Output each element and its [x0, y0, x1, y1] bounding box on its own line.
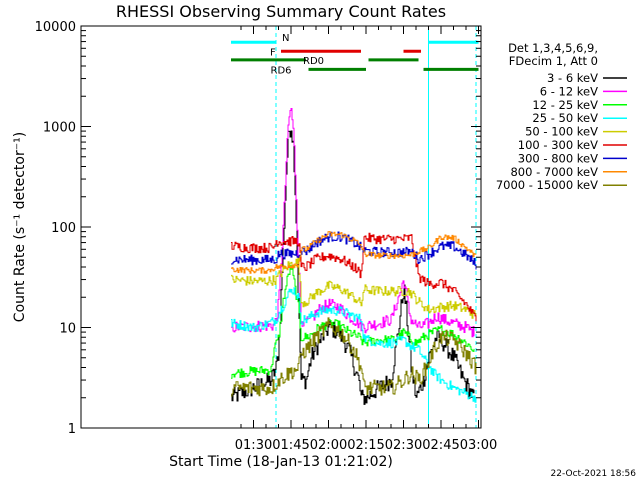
- legend-header: FDecim 1, Att 0: [509, 54, 598, 68]
- x-tick-label: 02:15: [347, 438, 384, 453]
- legend-label: 6 - 12 keV: [540, 84, 598, 98]
- series-line-6: [231, 231, 477, 270]
- y-tick-label: 1: [68, 422, 76, 437]
- legend-label: 12 - 25 keV: [532, 98, 598, 112]
- chart-title: RHESSI Observing Summary Count Rates: [116, 2, 446, 21]
- flag-label-rd6: RD6: [271, 65, 292, 76]
- series-line-3: [231, 287, 477, 403]
- y-axis-label: Count Rate (s⁻¹ detector⁻¹): [12, 132, 28, 322]
- series-line-1: [231, 108, 475, 338]
- date-stamp: 22-Oct-2021 18:56: [551, 469, 637, 479]
- legend-label: 800 - 7000 keV: [510, 165, 598, 179]
- series-line-7: [231, 231, 477, 274]
- y-tick-label: 10000: [35, 20, 76, 35]
- legend-label: 7000 - 15000 keV: [496, 178, 598, 192]
- legend-label: 3 - 6 keV: [547, 71, 598, 85]
- plot-frame: [80, 25, 482, 429]
- x-tick-label: 01:30: [235, 438, 272, 453]
- legend: Det 1,3,4,5,6,9,FDecim 1, Att 0 3 - 6 keV…: [496, 41, 627, 192]
- flag-label-f: F: [270, 47, 276, 58]
- x-tick-label: 02:00: [310, 438, 347, 453]
- legend-label: 300 - 800 keV: [518, 151, 598, 165]
- x-tick-label: 03:00: [460, 438, 497, 453]
- flag-label-rd0: RD0: [303, 56, 324, 67]
- legend-header: Det 1,3,4,5,6,9,: [508, 41, 598, 55]
- legend-label: 25 - 50 keV: [532, 111, 598, 125]
- x-tick-label: 01:45: [272, 438, 309, 453]
- x-tick-label: 02:45: [422, 438, 459, 453]
- x-axis: 01:30 01:45 02:00 02:15 02:30 02:45 03:00: [235, 26, 497, 453]
- flag-label-n: N: [282, 33, 289, 44]
- x-axis-label: Start Time (18-Jan-13 01:21:02): [169, 454, 393, 470]
- legend-label: 50 - 100 keV: [525, 125, 598, 139]
- y-tick-label: 10: [59, 322, 76, 337]
- y-tick-label: 100: [51, 221, 76, 236]
- y-axis: 1 10 100 1000 10000: [35, 20, 481, 437]
- series-line-5: [231, 232, 477, 322]
- plot-area: NF RD0 RD6: [231, 26, 479, 428]
- series-line-4: [231, 257, 477, 319]
- series-line-8: [231, 317, 477, 397]
- legend-label: 100 - 300 keV: [518, 138, 598, 152]
- x-tick-label: 02:30: [385, 438, 422, 453]
- y-tick-label: 1000: [43, 121, 76, 136]
- series-line-2: [231, 265, 475, 379]
